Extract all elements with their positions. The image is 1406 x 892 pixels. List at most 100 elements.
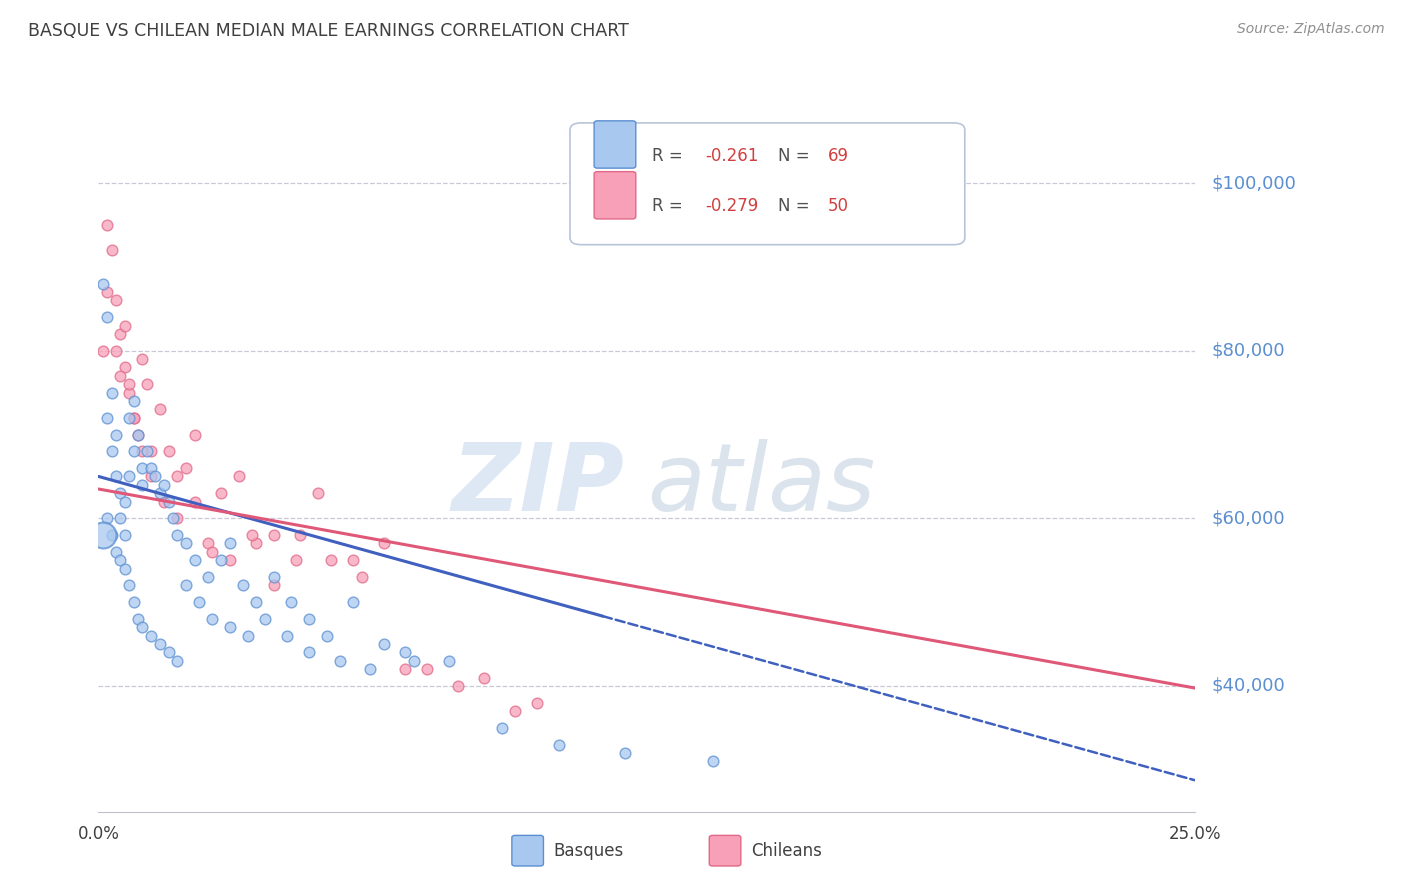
- Point: [157, 494, 180, 508]
- Text: R =: R =: [652, 197, 689, 215]
- Point: [342, 553, 364, 567]
- Point: [110, 326, 132, 341]
- Point: [184, 427, 207, 442]
- Point: [118, 377, 141, 392]
- Point: [114, 360, 136, 375]
- Point: [100, 528, 122, 542]
- Text: -0.279: -0.279: [704, 197, 758, 215]
- Point: [96, 218, 118, 232]
- Point: [197, 570, 219, 584]
- Point: [290, 528, 312, 542]
- Point: [157, 645, 180, 659]
- Point: [447, 679, 470, 693]
- Point: [209, 486, 232, 500]
- Text: R =: R =: [652, 147, 689, 165]
- Point: [122, 410, 145, 425]
- Point: [131, 620, 153, 634]
- FancyBboxPatch shape: [595, 120, 636, 169]
- Point: [298, 612, 321, 626]
- Point: [131, 461, 153, 475]
- Point: [201, 612, 224, 626]
- Point: [100, 243, 122, 257]
- FancyBboxPatch shape: [569, 123, 965, 244]
- Point: [319, 553, 342, 567]
- Point: [209, 553, 232, 567]
- Point: [394, 662, 416, 676]
- Point: [96, 285, 118, 299]
- Point: [359, 662, 381, 676]
- Point: [104, 343, 127, 358]
- Point: [245, 595, 267, 609]
- Point: [702, 755, 724, 769]
- Point: [131, 477, 153, 491]
- Point: [219, 620, 242, 634]
- Text: -0.261: -0.261: [704, 147, 758, 165]
- Point: [139, 461, 162, 475]
- Text: $40,000: $40,000: [1212, 677, 1285, 695]
- Text: Basques: Basques: [554, 842, 624, 860]
- Text: atlas: atlas: [647, 439, 875, 530]
- Point: [91, 343, 114, 358]
- Point: [307, 486, 329, 500]
- Point: [174, 536, 197, 550]
- FancyBboxPatch shape: [512, 836, 544, 866]
- Point: [149, 637, 172, 651]
- Point: [166, 469, 188, 483]
- Point: [114, 318, 136, 333]
- Point: [104, 427, 127, 442]
- Point: [91, 528, 114, 542]
- Point: [104, 293, 127, 308]
- Point: [350, 570, 373, 584]
- Point: [153, 477, 176, 491]
- Point: [118, 578, 141, 592]
- Point: [298, 645, 321, 659]
- Point: [118, 469, 141, 483]
- Point: [166, 528, 188, 542]
- Point: [118, 410, 141, 425]
- Point: [122, 410, 145, 425]
- Point: [127, 427, 149, 442]
- Text: 50: 50: [828, 197, 849, 215]
- Point: [122, 394, 145, 409]
- Point: [122, 595, 145, 609]
- FancyBboxPatch shape: [595, 171, 636, 219]
- Point: [236, 629, 259, 643]
- Point: [184, 553, 207, 567]
- Point: [139, 469, 162, 483]
- Point: [110, 486, 132, 500]
- Point: [548, 738, 571, 752]
- Point: [491, 721, 513, 735]
- Text: N =: N =: [779, 147, 815, 165]
- Point: [100, 444, 122, 458]
- Point: [280, 595, 302, 609]
- Point: [613, 746, 636, 760]
- Point: [329, 654, 352, 668]
- Text: $80,000: $80,000: [1212, 342, 1285, 359]
- Point: [219, 553, 242, 567]
- Point: [404, 654, 426, 668]
- Point: [416, 662, 439, 676]
- Point: [153, 494, 176, 508]
- Point: [122, 444, 145, 458]
- Point: [342, 595, 364, 609]
- Point: [110, 511, 132, 525]
- Point: [149, 402, 172, 417]
- Point: [232, 578, 254, 592]
- Point: [254, 612, 277, 626]
- Point: [373, 536, 395, 550]
- Point: [91, 277, 114, 291]
- Text: Source: ZipAtlas.com: Source: ZipAtlas.com: [1237, 22, 1385, 37]
- Point: [439, 654, 461, 668]
- Point: [174, 578, 197, 592]
- Point: [110, 368, 132, 383]
- Point: [135, 444, 157, 458]
- Point: [526, 696, 548, 710]
- Text: BASQUE VS CHILEAN MEDIAN MALE EARNINGS CORRELATION CHART: BASQUE VS CHILEAN MEDIAN MALE EARNINGS C…: [28, 22, 628, 40]
- Point: [139, 444, 162, 458]
- Point: [104, 469, 127, 483]
- Point: [166, 511, 188, 525]
- Text: 69: 69: [828, 147, 849, 165]
- Point: [263, 528, 285, 542]
- Point: [373, 637, 395, 651]
- Point: [157, 444, 180, 458]
